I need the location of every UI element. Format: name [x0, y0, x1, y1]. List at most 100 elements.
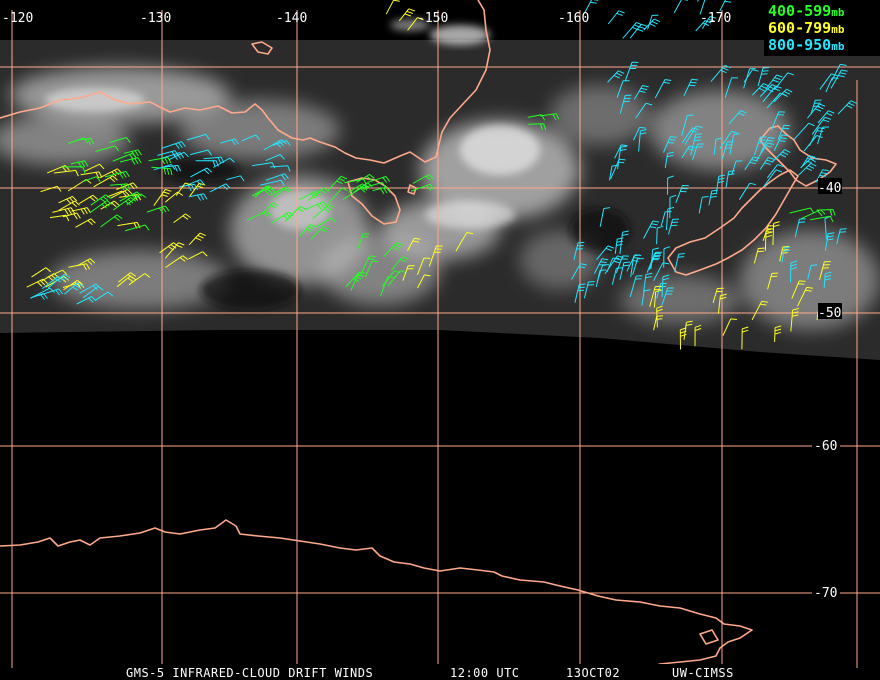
- wind-barb-114: [271, 211, 295, 224]
- wind-barb-215: [643, 220, 660, 239]
- lat-label-70: -70: [814, 586, 837, 601]
- wind-barb-112: [261, 202, 279, 215]
- wind-barb-152: [724, 77, 738, 99]
- wind-barb-101: [89, 200, 113, 214]
- wind-barb-285: [790, 260, 798, 283]
- wind-barb-307: [385, 0, 400, 15]
- wind-barb-155: [635, 102, 653, 119]
- lon-label-150: -150: [417, 11, 448, 26]
- wind-barb-156: [753, 136, 767, 156]
- lon-label-170: -170: [700, 11, 731, 26]
- coastlines: [0, 0, 837, 669]
- wind-barb-169: [681, 114, 694, 136]
- wind-barb-272: [753, 247, 765, 264]
- wind-barb-2: [62, 212, 81, 220]
- wind-barb-225: [684, 125, 703, 145]
- wind-barb-292: [781, 246, 791, 263]
- wind-barb-271: [741, 326, 749, 350]
- image-caption: GMS-5 INFRARED-CLOUD DRIFT WINDS 12:00 U…: [120, 664, 740, 680]
- wind-barb-132: [380, 276, 395, 296]
- wind-barb-89: [188, 232, 206, 246]
- wind-barb-173: [607, 70, 625, 83]
- wind-barb-167: [752, 83, 770, 96]
- legend-item-800-950: 800-950mb: [768, 36, 845, 54]
- australia-coastline: [0, 0, 491, 164]
- wind-barb-212: [663, 246, 671, 268]
- wind-barb-39: [128, 273, 151, 286]
- wind-barb-300: [719, 0, 732, 12]
- wind-barb-159: [810, 99, 822, 115]
- wind-barb-85: [165, 255, 189, 268]
- wind-barb-62: [220, 138, 239, 146]
- wind-barb-92: [175, 182, 192, 196]
- wind-barb-244: [755, 142, 774, 162]
- wind-barb-136: [391, 256, 409, 271]
- wind-barb-242: [771, 149, 791, 163]
- wind-barb-249: [596, 245, 614, 261]
- wind-barb-78: [209, 183, 231, 193]
- wind-barb-203: [615, 255, 629, 274]
- wind-barb-17: [71, 207, 91, 215]
- wind-barb-41: [76, 258, 96, 267]
- wind-barb-278: [819, 261, 831, 281]
- wind-barb-237: [798, 162, 817, 176]
- wind-barb-248: [604, 255, 624, 275]
- wind-barb-246: [571, 263, 587, 280]
- wind-barb-125: [354, 182, 373, 193]
- wind-barb-55: [76, 296, 97, 305]
- wind-barb-175: [766, 92, 787, 109]
- wind-barb-21: [52, 207, 75, 215]
- wind-barb-128: [367, 176, 391, 183]
- wind-barb-158: [765, 74, 783, 90]
- wind-barb-46: [26, 278, 48, 288]
- wind-barb-31: [119, 157, 142, 165]
- wind-barb-81: [186, 133, 210, 141]
- wind-barb-116: [327, 175, 348, 191]
- wind-barb-275: [774, 325, 782, 342]
- wind-barb-151: [811, 116, 832, 135]
- wind-barb-57: [79, 283, 101, 294]
- wind-barb-64: [226, 175, 245, 182]
- wind-barb-16: [84, 163, 105, 172]
- wind-barb-288: [824, 232, 835, 251]
- wind-barb-113: [298, 190, 322, 201]
- wind-barb-61: [195, 160, 219, 167]
- wind-barb-27: [70, 160, 89, 168]
- wind-barb-306: [407, 17, 424, 31]
- wind-barb-309: [800, 209, 826, 220]
- caption-source: UW-CIMSS: [672, 666, 734, 680]
- wind-barb-120: [372, 186, 391, 195]
- wind-barb-198: [646, 252, 661, 273]
- wind-barb-258: [619, 261, 631, 280]
- wind-barb-4: [54, 169, 79, 177]
- wind-barb-190: [674, 253, 685, 273]
- wind-barb-205: [599, 207, 611, 227]
- wind-barb-23: [62, 166, 86, 173]
- wind-barb-195: [641, 289, 651, 306]
- wind-barb-251: [626, 254, 642, 272]
- wind-barb-28: [104, 170, 130, 179]
- wind-barb-143: [417, 274, 431, 289]
- wind-barb-243: [760, 137, 775, 153]
- wind-barb-282: [751, 300, 768, 321]
- wind-barb-220: [698, 196, 709, 214]
- wind-barb-226: [713, 137, 723, 155]
- wind-barb-95: [119, 191, 142, 202]
- wind-barb-45: [47, 269, 68, 278]
- wind-barb-43: [63, 279, 83, 291]
- wind-barb-273: [767, 272, 779, 290]
- wind-barb-146: [540, 113, 560, 121]
- wind-barb-47: [31, 267, 52, 278]
- wind-barb-73: [272, 140, 291, 146]
- wind-barb-82: [153, 164, 176, 171]
- wind-barb-18: [40, 185, 62, 193]
- satellite-imagery: [0, 40, 880, 360]
- longitude-labels: -120 -130 -140 -150 -160 -170: [2, 11, 731, 26]
- wind-barb-60: [265, 154, 285, 162]
- wind-barb-302: [622, 22, 643, 39]
- wind-barb-287: [807, 264, 818, 280]
- wind-barb-145: [402, 265, 415, 281]
- wind-barb-184: [830, 69, 848, 89]
- wind-barb-231: [729, 133, 740, 155]
